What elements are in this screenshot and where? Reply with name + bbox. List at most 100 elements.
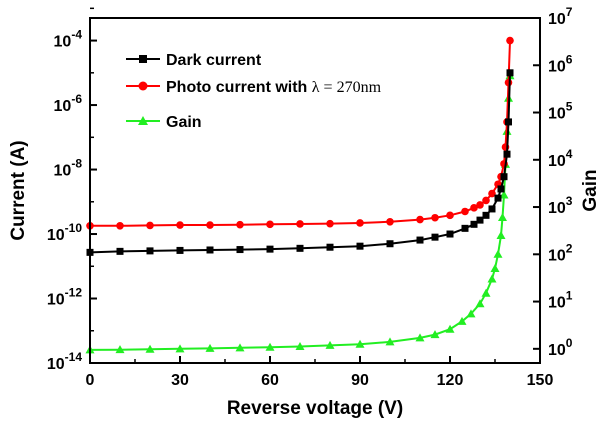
- data-point: [386, 240, 394, 248]
- data-point: [490, 264, 500, 273]
- legend-label-photo: Photo current with λ = 270nm: [166, 79, 382, 96]
- y-right-tick-exponent: 1: [566, 289, 573, 303]
- y-right-tick-base: 10: [548, 11, 566, 28]
- x-tick-label: 30: [171, 372, 189, 389]
- data-point: [505, 118, 512, 126]
- data-point: [445, 324, 455, 333]
- data-point: [356, 242, 364, 250]
- data-point: [430, 330, 440, 339]
- data-point: [236, 220, 244, 229]
- y-right-tick-exponent: 7: [566, 5, 573, 19]
- data-point: [504, 78, 513, 87]
- y-right-tick-label: 103: [548, 194, 573, 217]
- x-tick-label: 120: [437, 372, 464, 389]
- y-left-tick-label: 10-6: [54, 92, 83, 115]
- x-tick-label: 150: [527, 372, 554, 389]
- data-point: [175, 344, 185, 353]
- y-left-tick-exponent: -12: [65, 286, 83, 300]
- x-tick-label: 0: [86, 372, 95, 389]
- legend-marker-gain: [138, 116, 148, 125]
- y-right-tick-base: 10: [548, 295, 566, 312]
- data-point: [493, 249, 503, 258]
- x-tick-label: 90: [351, 372, 369, 389]
- data-point: [356, 219, 364, 227]
- y-right-tick-base: 10: [548, 342, 566, 359]
- data-point: [146, 247, 154, 255]
- y-right-tick-label: 101: [548, 289, 573, 312]
- y-right-tick-base: 10: [548, 153, 566, 170]
- y-left-tick-exponent: -8: [71, 157, 82, 171]
- series-line: [89, 75, 511, 351]
- data-point: [325, 340, 335, 349]
- y-left-tick-exponent: -6: [71, 92, 82, 106]
- data-point: [506, 69, 514, 77]
- y-right-tick-exponent: 4: [566, 147, 573, 161]
- y-right-tick-base: 10: [548, 58, 566, 75]
- legend-label-dark: Dark current: [166, 52, 262, 69]
- data-point: [266, 245, 274, 253]
- data-point: [431, 213, 439, 222]
- y-right-tick-exponent: 5: [566, 100, 573, 114]
- tick-labels: 0 30 60 90 120 15010-1410-1210-1010-810-610-4…: [47, 5, 573, 389]
- data-point: [446, 211, 454, 220]
- data-point: [431, 233, 439, 241]
- y-right-tick-exponent: 6: [566, 52, 573, 66]
- legend-label-photo-prefix: Photo current with: [166, 79, 312, 96]
- y-right-tick-label: 100: [548, 336, 573, 359]
- series-line: [90, 40, 511, 227]
- y-left-tick-label: 10-8: [54, 157, 83, 180]
- data-point: [235, 343, 245, 352]
- data-point: [146, 221, 154, 230]
- data-point: [206, 246, 214, 254]
- data-point: [326, 219, 334, 228]
- data-point: [296, 244, 304, 252]
- y-left-tick-base: 10: [54, 98, 72, 115]
- data-point: [266, 220, 274, 229]
- data-point: [498, 213, 507, 222]
- data-point: [470, 220, 478, 228]
- data-point: [416, 236, 424, 244]
- data-point: [466, 309, 476, 318]
- data-point: [176, 246, 184, 254]
- y-right-tick-label: 104: [548, 147, 573, 170]
- y-left-tick-label: 10-14: [47, 350, 82, 373]
- data-point: [482, 196, 490, 205]
- y-left-tick-exponent: -4: [71, 28, 82, 42]
- series-circle: [86, 36, 514, 230]
- y-left-tick-exponent: -14: [65, 350, 83, 364]
- data-point: [461, 207, 469, 216]
- data-point: [488, 189, 496, 198]
- data-point: [145, 344, 155, 353]
- y-left-tick-base: 10: [47, 356, 65, 373]
- data-point: [176, 221, 184, 229]
- y-left-tick-label: 10-4: [54, 28, 83, 51]
- data-point: [205, 343, 215, 352]
- data-point: [236, 246, 244, 254]
- data-point: [503, 150, 511, 158]
- y-axis-title-right: Gain: [580, 169, 601, 211]
- data-point: [116, 221, 124, 230]
- data-point: [115, 345, 125, 354]
- x-tick-label: 60: [261, 372, 279, 389]
- data-point: [355, 339, 365, 348]
- data-point: [499, 190, 509, 199]
- y-axis-title-left: Current (A): [8, 140, 29, 240]
- data-point: [206, 221, 214, 229]
- data-point: [488, 205, 496, 213]
- data-point: [482, 211, 490, 219]
- data-point: [496, 230, 506, 239]
- data-point: [415, 333, 425, 342]
- data-point: [475, 299, 485, 308]
- data-point: [487, 274, 497, 283]
- ticks-layer: [89, 7, 541, 364]
- y-left-tick-base: 10: [47, 227, 65, 244]
- y-left-tick-base: 10: [47, 292, 65, 309]
- y-right-tick-label: 102: [548, 241, 573, 264]
- y-left-tick-base: 10: [54, 34, 72, 51]
- data-point: [476, 201, 484, 209]
- data-point: [116, 247, 124, 255]
- y-right-tick-label: 105: [548, 100, 573, 123]
- legend-entry-photo: Photo current with λ = 270nm: [126, 79, 382, 96]
- y-right-tick-base: 10: [548, 247, 566, 264]
